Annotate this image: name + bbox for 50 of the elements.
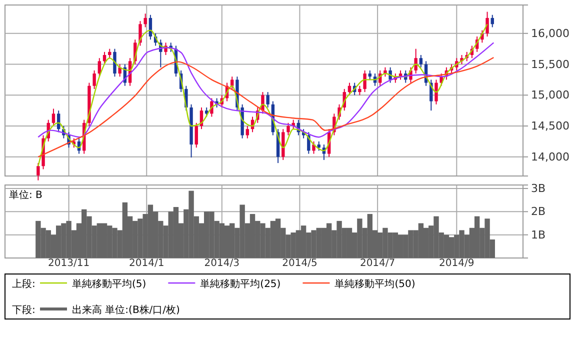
y-tick-label: 3B	[531, 182, 546, 195]
candlestick	[358, 85, 362, 96]
y-tick-label: 15,500	[531, 58, 570, 71]
candlestick	[434, 79, 438, 105]
candlestick	[92, 70, 96, 90]
x-tick-label: 2014/9	[439, 258, 474, 270]
y-tick-label: 15,000	[531, 88, 570, 102]
candlestick	[368, 70, 372, 80]
annotation: 単位: B	[9, 189, 43, 201]
x-tick-label: 2013/11	[48, 258, 90, 270]
legend-label: 単純移動平均(5)	[72, 278, 146, 290]
candlestick	[113, 48, 116, 78]
candlestick	[102, 51, 106, 65]
candlestick	[36, 162, 40, 181]
candlestick	[419, 54, 423, 68]
x-tick-label: 2014/5	[282, 258, 318, 270]
candlestick	[384, 66, 387, 78]
line-series	[38, 42, 494, 138]
candlestick	[52, 108, 56, 126]
y-tick-label: 16,000	[531, 26, 570, 40]
legend-title: 下段:	[12, 304, 36, 316]
y-tick-label: 1B	[531, 228, 546, 242]
line-series	[38, 56, 494, 158]
candlestick	[490, 14, 494, 28]
candlestick	[138, 20, 142, 46]
y-tick-label: 14,500	[531, 120, 570, 133]
candlestick	[414, 48, 418, 74]
candlestick	[108, 48, 112, 59]
legend-label: 単純移動平均(50)	[334, 278, 416, 290]
candlestick	[118, 64, 122, 78]
legend-label: 単純移動平均(25)	[200, 278, 281, 290]
candlestick	[348, 82, 352, 96]
legend-label: 出来高 単位:(B株/口/枚)	[72, 304, 180, 316]
candlestick	[286, 122, 290, 136]
candlestick	[486, 11, 489, 37]
y-tick-label: 14,000	[531, 150, 570, 164]
candlestick	[246, 125, 250, 139]
candlestick	[98, 58, 102, 78]
candlestick	[144, 13, 147, 28]
candlestick	[307, 132, 310, 154]
x-tick-label: 2014/1	[129, 258, 164, 270]
candlestick	[194, 122, 198, 148]
candlestick	[312, 140, 316, 154]
candlestick	[266, 92, 270, 108]
x-tick-label: 2014/7	[360, 258, 396, 270]
y-tick-label: 2B	[531, 205, 546, 218]
x-tick-label: 2014/3	[204, 258, 240, 270]
candlestick	[230, 76, 234, 90]
candlestick	[363, 70, 366, 93]
legend-title: 上段:	[12, 278, 36, 290]
